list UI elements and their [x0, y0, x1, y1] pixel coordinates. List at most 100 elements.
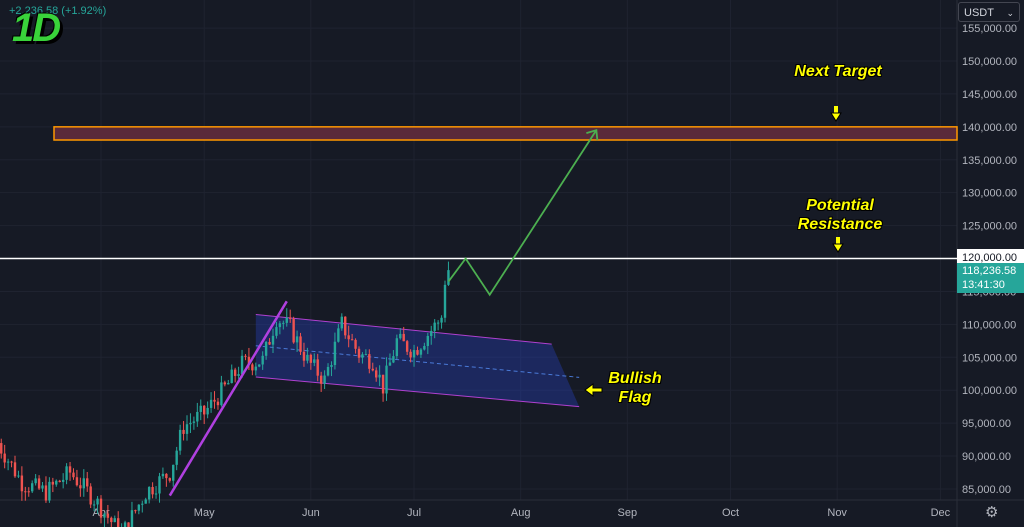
candle-body — [337, 328, 340, 342]
candle-body — [134, 510, 137, 512]
candle-body — [20, 475, 24, 492]
candle-body — [254, 366, 257, 371]
candle-body — [13, 462, 17, 477]
bullish-flag-annotation: Bullish Flag — [608, 370, 662, 406]
candle-body — [206, 407, 209, 415]
y-tick-label: 145,000.00 — [962, 89, 1017, 101]
next-target-arrow-icon — [830, 112, 842, 122]
candle-body — [440, 317, 443, 323]
candle-body — [416, 350, 419, 355]
next-target-annotation: Next Target — [794, 63, 882, 80]
resistance-annotation: Potential Resistance — [797, 197, 883, 233]
y-tick-label: 95,000.00 — [962, 418, 1011, 430]
candle-body — [172, 464, 175, 481]
candle-body — [412, 350, 416, 358]
candle-body — [192, 421, 196, 423]
candle-body — [302, 351, 306, 361]
candle-body — [378, 374, 381, 378]
candle-body — [278, 323, 282, 328]
candle-body — [285, 317, 288, 323]
currency-selector[interactable]: USDT ⌄ — [958, 2, 1020, 22]
candle-body — [51, 481, 55, 485]
candle-body — [330, 365, 333, 367]
candle-body — [251, 364, 254, 371]
projection-arrowhead — [586, 128, 599, 141]
candle-body — [199, 405, 202, 412]
candle-body — [154, 493, 158, 495]
candle-body — [106, 513, 110, 518]
x-tick-label: Aug — [511, 507, 531, 519]
candle-body — [17, 475, 20, 477]
x-tick-label: Nov — [827, 507, 847, 519]
candle-body — [86, 478, 89, 487]
candle-body — [447, 270, 450, 285]
candle-body — [117, 518, 120, 527]
candle-body — [89, 486, 92, 505]
y-tick-label: 140,000.00 — [962, 122, 1017, 134]
x-tick-label: Dec — [931, 507, 951, 519]
candle-body — [264, 341, 268, 356]
candle-body — [58, 480, 61, 482]
candle-body — [258, 364, 261, 367]
candle-body — [41, 485, 44, 489]
candle-body — [385, 365, 388, 394]
candle-body — [72, 472, 75, 478]
candle-body — [240, 355, 244, 375]
candle-body — [423, 346, 426, 350]
candle-body — [409, 351, 412, 358]
y-tick-label: 155,000.00 — [962, 23, 1017, 35]
candle-body — [10, 461, 13, 463]
candle-body — [292, 318, 295, 343]
candle-body — [196, 411, 199, 422]
target-zone — [53, 126, 958, 141]
candle-body — [44, 485, 48, 501]
candle-body — [364, 354, 368, 356]
candle-body — [165, 473, 168, 479]
candle-body — [48, 481, 51, 501]
y-tick-label: 125,000.00 — [962, 221, 1017, 233]
candle-body — [405, 341, 409, 352]
candle-body — [68, 466, 72, 473]
candle-body — [261, 355, 264, 365]
candle-body — [426, 335, 429, 347]
x-tick-label: Oct — [722, 507, 739, 519]
candle-body — [144, 499, 147, 504]
candle-body — [75, 477, 79, 486]
resistance-arrow-icon — [832, 243, 844, 253]
candle-body — [220, 382, 223, 406]
candle-body — [216, 401, 220, 406]
bar-countdown: 13:41:30 — [962, 279, 1005, 291]
candle-body — [271, 335, 275, 345]
x-tick-label: Sep — [618, 507, 638, 519]
candle-body — [79, 485, 82, 489]
candle-body — [350, 339, 354, 341]
y-tick-label: 105,000.00 — [962, 352, 1017, 364]
candle-body — [24, 491, 27, 493]
candle-body — [189, 422, 192, 425]
flag-lower-line — [255, 376, 580, 408]
candle-body — [113, 518, 116, 523]
candle-body — [130, 510, 134, 527]
candle-body — [158, 476, 161, 494]
candle-body — [319, 375, 323, 384]
projection-path — [447, 129, 598, 297]
flag-arrow-icon — [584, 383, 603, 397]
candle-body — [209, 399, 213, 408]
y-tick-label: 130,000.00 — [962, 188, 1017, 200]
y-tick-label: 85,000.00 — [962, 484, 1011, 496]
candle-body — [371, 368, 374, 371]
candle-body — [175, 450, 178, 465]
candle-body — [182, 429, 185, 434]
current-price-label: 118,236.58 13:41:30 — [957, 263, 1024, 293]
settings-gear-icon[interactable]: ⚙ — [985, 504, 999, 521]
candle-body — [27, 491, 30, 493]
candle-body — [65, 466, 68, 480]
candle-body — [357, 348, 361, 358]
candle-body — [37, 478, 41, 489]
candle-body — [326, 366, 330, 376]
candle-body — [340, 316, 343, 329]
resistance-arrow-shaft — [836, 237, 840, 244]
candle-body — [306, 354, 309, 361]
candle-body — [354, 339, 357, 349]
